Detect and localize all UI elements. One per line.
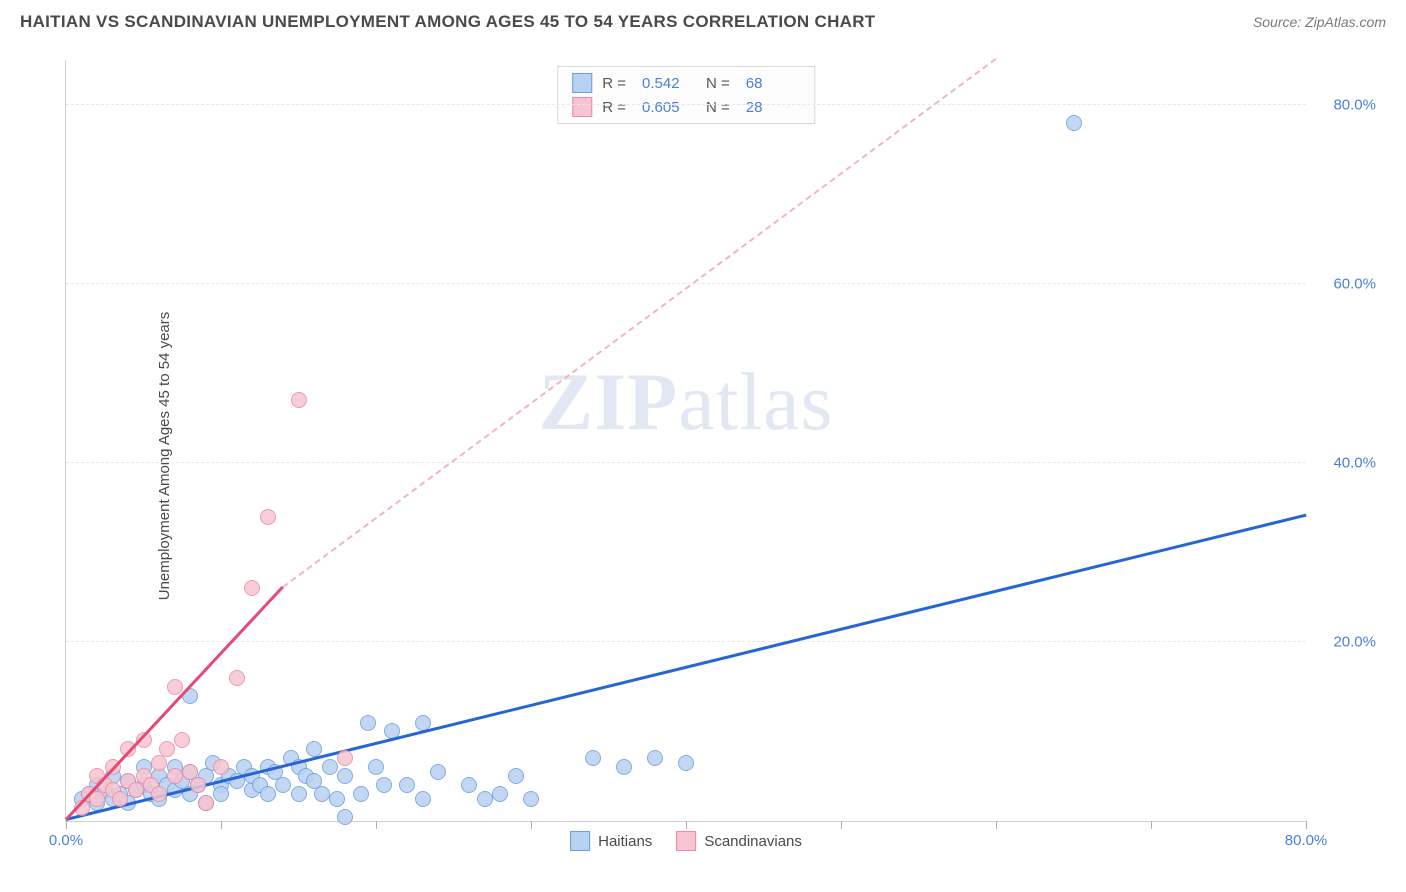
n-label: N = bbox=[706, 99, 730, 116]
watermark-light: atlas bbox=[678, 356, 833, 447]
x-tick bbox=[1306, 821, 1307, 829]
data-point bbox=[213, 786, 229, 802]
data-point bbox=[167, 768, 183, 784]
data-point bbox=[190, 777, 206, 793]
swatch-haitians bbox=[572, 73, 592, 93]
data-point bbox=[353, 786, 369, 802]
data-point bbox=[314, 786, 330, 802]
data-point bbox=[322, 759, 338, 775]
y-tick-label: 80.0% bbox=[1333, 96, 1376, 113]
x-tick bbox=[376, 821, 377, 829]
data-point bbox=[244, 580, 260, 596]
data-point bbox=[523, 791, 539, 807]
data-point bbox=[291, 786, 307, 802]
n-label: N = bbox=[706, 75, 730, 92]
data-point bbox=[415, 791, 431, 807]
data-point bbox=[368, 759, 384, 775]
trend-line bbox=[66, 514, 1307, 821]
x-tick bbox=[996, 821, 997, 829]
data-point bbox=[174, 732, 190, 748]
x-tick bbox=[66, 821, 67, 829]
data-point bbox=[260, 786, 276, 802]
plot-region: ZIPatlas R = 0.542 N = 68 R = 0.605 N = … bbox=[65, 60, 1306, 822]
x-tick bbox=[1151, 821, 1152, 829]
legend-label-haitians: Haitians bbox=[598, 833, 652, 850]
data-point bbox=[508, 768, 524, 784]
stats-row-scandinavians: R = 0.605 N = 28 bbox=[558, 95, 814, 119]
y-tick-label: 40.0% bbox=[1333, 454, 1376, 471]
r-label: R = bbox=[602, 99, 626, 116]
legend-item-haitians: Haitians bbox=[570, 831, 652, 851]
r-value-haitians: 0.542 bbox=[642, 75, 690, 92]
watermark-bold: ZIP bbox=[539, 356, 679, 447]
data-point bbox=[461, 777, 477, 793]
gridline bbox=[66, 104, 1306, 105]
r-label: R = bbox=[602, 75, 626, 92]
data-point bbox=[430, 764, 446, 780]
data-point bbox=[167, 679, 183, 695]
x-tick bbox=[686, 821, 687, 829]
stats-row-haitians: R = 0.542 N = 68 bbox=[558, 71, 814, 95]
trend-line bbox=[282, 58, 996, 588]
data-point bbox=[376, 777, 392, 793]
chart-title: HAITIAN VS SCANDINAVIAN UNEMPLOYMENT AMO… bbox=[20, 12, 876, 32]
data-point bbox=[275, 777, 291, 793]
series-legend: Haitians Scandinavians bbox=[570, 831, 802, 851]
data-point bbox=[585, 750, 601, 766]
data-point bbox=[260, 509, 276, 525]
data-point bbox=[360, 715, 376, 731]
data-point bbox=[329, 791, 345, 807]
source-attribution: Source: ZipAtlas.com bbox=[1253, 14, 1386, 30]
data-point bbox=[492, 786, 508, 802]
r-value-scandinavians: 0.605 bbox=[642, 99, 690, 116]
data-point bbox=[647, 750, 663, 766]
data-point bbox=[198, 795, 214, 811]
x-tick bbox=[221, 821, 222, 829]
watermark: ZIPatlas bbox=[539, 355, 834, 449]
y-tick-label: 60.0% bbox=[1333, 275, 1376, 292]
data-point bbox=[291, 392, 307, 408]
swatch-scandinavians bbox=[676, 831, 696, 851]
legend-label-scandinavians: Scandinavians bbox=[704, 833, 802, 850]
stats-legend: R = 0.542 N = 68 R = 0.605 N = 28 bbox=[557, 66, 815, 124]
data-point bbox=[337, 768, 353, 784]
n-value-haitians: 68 bbox=[746, 75, 794, 92]
data-point bbox=[159, 741, 175, 757]
data-point bbox=[112, 791, 128, 807]
data-point bbox=[213, 759, 229, 775]
y-tick-label: 20.0% bbox=[1333, 633, 1376, 650]
data-point bbox=[477, 791, 493, 807]
x-tick-label: 80.0% bbox=[1285, 832, 1328, 849]
n-value-scandinavians: 28 bbox=[746, 99, 794, 116]
gridline bbox=[66, 283, 1306, 284]
data-point bbox=[399, 777, 415, 793]
x-tick-label: 0.0% bbox=[49, 832, 83, 849]
data-point bbox=[1066, 115, 1082, 131]
legend-item-scandinavians: Scandinavians bbox=[676, 831, 802, 851]
swatch-scandinavians bbox=[572, 97, 592, 117]
swatch-haitians bbox=[570, 831, 590, 851]
data-point bbox=[616, 759, 632, 775]
data-point bbox=[678, 755, 694, 771]
gridline bbox=[66, 462, 1306, 463]
chart-area: Unemployment Among Ages 45 to 54 years Z… bbox=[50, 50, 1386, 862]
data-point bbox=[337, 750, 353, 766]
data-point bbox=[151, 786, 167, 802]
data-point bbox=[337, 809, 353, 825]
gridline bbox=[66, 641, 1306, 642]
x-tick bbox=[841, 821, 842, 829]
x-tick bbox=[531, 821, 532, 829]
data-point bbox=[229, 670, 245, 686]
